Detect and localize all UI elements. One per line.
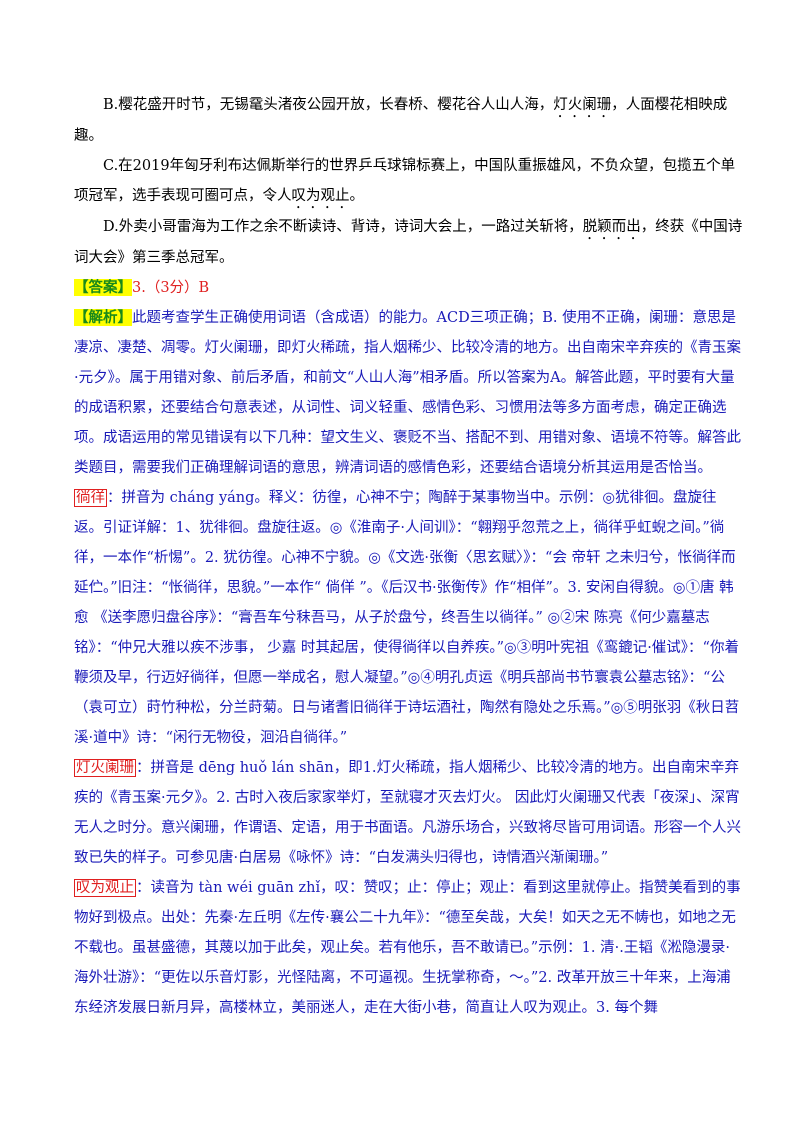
answer-line: 【答案】3.（3分）B — [74, 273, 744, 303]
option-c-text: C.在2019年匈牙利布达佩斯举行的世界乒乓球锦标赛上，中国队重振雄风，不负众望… — [74, 158, 736, 204]
entry-changyang: 徜徉 ：拼音为 cháng yáng。释义：彷徨，心神不宁；陶醉于某事物当中。示例… — [74, 483, 744, 753]
analysis-tag: 【解析】 — [74, 309, 132, 326]
answer-tag: 【答案】 — [74, 279, 132, 296]
option-d-text: D.外卖小哥雷海为工作之余不断读诗、背诗，诗词大会上，一路过关斩将， — [103, 219, 583, 235]
option-d-tail: ，终获《中国诗词大会》第三季总冠军。 — [74, 219, 743, 266]
option-b-tail: ，人面樱花相映成趣。 — [74, 97, 728, 144]
entry-denghuolanshan: 灯火阑珊 ：拼音是 dēng huǒ lán shān，即1.灯火稀疏，指人烟稀少… — [74, 753, 744, 873]
entry-term-denghuolanshan: 灯火阑珊 — [74, 759, 136, 777]
option-c: C.在2019年匈牙利布达佩斯举行的世界乒乓球锦标赛上，中国队重振雄风，不负众望… — [74, 151, 744, 212]
entry-text-tanweiguanzhi: ：读音为 tàn wéi guān zhǐ，叹：赞叹；止：停止；观止：看到这里就… — [74, 880, 741, 1016]
option-c-tail: 。 — [349, 188, 365, 204]
answer-text: 3.（3分）B — [132, 280, 210, 296]
entry-term-changyang: 徜徉 — [74, 489, 107, 507]
document-page: B.樱花盛开时节，无锡鼋头渚夜公园开放，长春桥、樱花谷人山人海，灯火阑珊，人面樱… — [74, 90, 744, 1023]
entry-text-changyang: ：拼音为 cháng yáng。释义：彷徨，心神不宁；陶醉于某事物当中。示例：◎… — [74, 490, 740, 746]
option-d: D.外卖小哥雷海为工作之余不断读诗、背诗，诗词大会上，一路过关斩将，脱颖而出，终… — [74, 212, 744, 273]
option-b-highlight: 灯火阑珊 — [553, 97, 612, 113]
entry-term-tanweiguanzhi: 叹为观止 — [74, 879, 136, 897]
option-c-highlight: 叹为观止 — [291, 188, 350, 204]
analysis-text: 此题考查学生正确使用词语（含成语）的能力。ACD三项正确；B. 使用不正确，阑珊… — [74, 310, 741, 476]
option-b-text: B.樱花盛开时节，无锡鼋头渚夜公园开放，长春桥、樱花谷人山人海， — [103, 97, 554, 113]
option-d-highlight: 脱颖而出 — [582, 219, 641, 235]
option-b: B.樱花盛开时节，无锡鼋头渚夜公园开放，长春桥、樱花谷人山人海，灯火阑珊，人面樱… — [74, 90, 744, 151]
analysis-paragraph: 【解析】此题考查学生正确使用词语（含成语）的能力。ACD三项正确；B. 使用不正… — [74, 303, 744, 483]
entry-tanweiguanzhi: 叹为观止 ：读音为 tàn wéi guān zhǐ，叹：赞叹；止：停止；观止：看… — [74, 873, 744, 1023]
entry-text-denghuolanshan: ：拼音是 dēng huǒ lán shān，即1.灯火稀疏，指人烟稀少、比较冷… — [74, 760, 741, 866]
